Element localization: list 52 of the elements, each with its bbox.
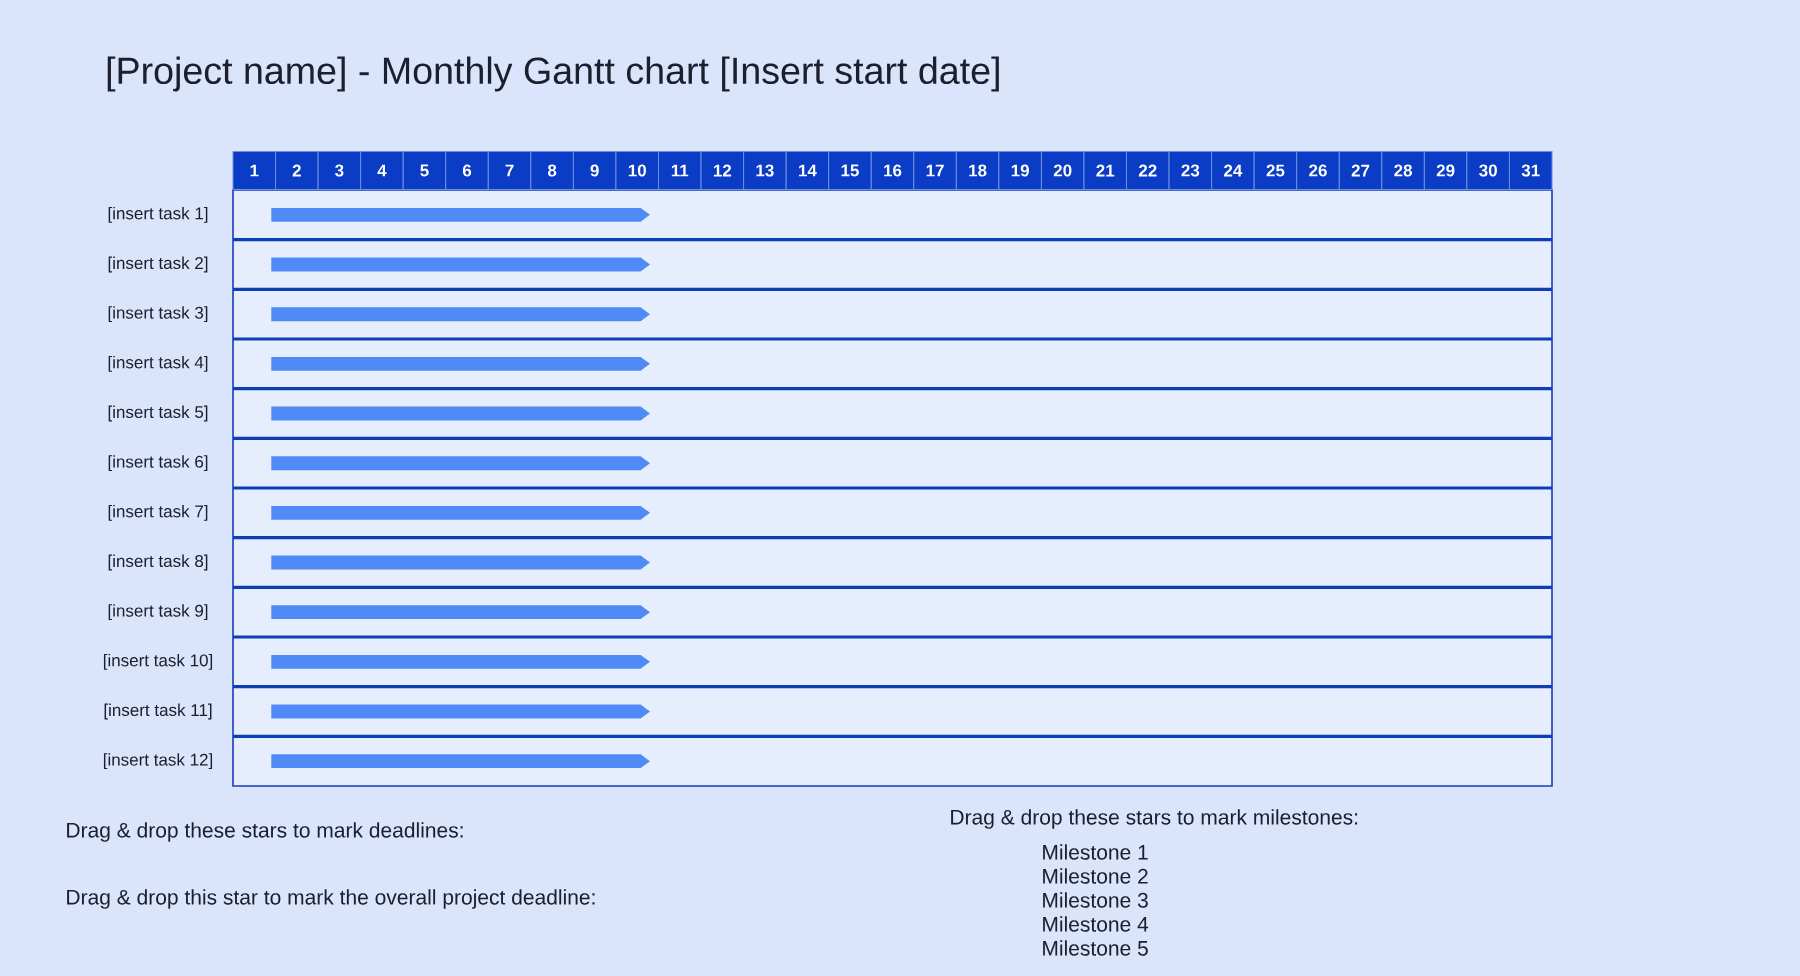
x-tick-label: 14 (799, 164, 817, 177)
x-tick-label: 8 (547, 164, 557, 177)
y-tick-label: [insert task 6] (108, 455, 208, 472)
x-tick-label: 29 (1436, 164, 1455, 177)
x-tick-label: 30 (1479, 164, 1497, 177)
x-tick-label: 22 (1138, 164, 1157, 177)
text: Drag & drop these stars to mark milestones: (951, 809, 1358, 829)
y-tick-label: [insert task 9] (108, 604, 208, 621)
x-tick-label: 12 (713, 164, 732, 177)
text: Drag & drop these stars to mark deadlines: (67, 822, 463, 842)
x-tick-label: 23 (1181, 164, 1200, 177)
x-tick-label: 16 (884, 164, 902, 177)
x-tick-label: 28 (1394, 164, 1413, 177)
y-tick-label: [insert task 12] (103, 753, 213, 770)
text: Milestone 5 (1043, 940, 1148, 956)
x-tick-label: 20 (1053, 164, 1072, 177)
y-tick-label: [insert task 4] (108, 355, 208, 372)
y-tick-label: [insert task 10] (103, 653, 213, 670)
x-tick-label: 7 (505, 164, 514, 177)
x-tick-label: 5 (420, 164, 429, 177)
x-tick-label: 27 (1351, 164, 1370, 177)
x-tick-label: 2 (292, 164, 301, 177)
x-tick-label: 26 (1309, 164, 1327, 177)
chart-title: [Project name] - Monthly Gantt chart [Insert start date] (107, 56, 999, 92)
x-tick-label: 24 (1224, 164, 1243, 177)
x-tick-label: 4 (377, 164, 387, 177)
x-tick-label: 19 (1011, 164, 1029, 177)
text: Milestone 3 (1043, 892, 1148, 908)
y-tick-label: [insert task 8] (108, 554, 208, 571)
x-tick-label: 21 (1096, 164, 1115, 177)
x-tick-label: 9 (590, 164, 599, 177)
x-tick-label: 25 (1266, 164, 1285, 177)
x-tick-label: 11 (671, 164, 689, 177)
y-tick-label: [insert task 11] (104, 703, 212, 720)
x-tick-label: 10 (628, 164, 646, 177)
text: Milestone 4 (1043, 916, 1149, 932)
x-tick-label: 15 (841, 164, 859, 177)
y-tick-label: [insert task 5] (108, 405, 208, 422)
y-tick-label: [insert task 3] (108, 306, 208, 323)
text: Milestone 1 (1043, 844, 1148, 860)
x-tick-label: 13 (756, 164, 774, 177)
y-tick-label: [insert task 1] (108, 206, 208, 223)
x-tick-label: 3 (335, 164, 344, 177)
x-tick-label: 1 (250, 164, 259, 177)
y-tick-label: [insert task 7] (108, 504, 208, 521)
y-tick-label: [insert task 2] (108, 256, 208, 273)
x-tick-label: 17 (926, 164, 944, 177)
x-tick-label: 18 (969, 164, 987, 177)
x-tick-label: 6 (462, 164, 472, 177)
text: Milestone 2 (1043, 868, 1148, 884)
x-tick-label: 31 (1521, 164, 1540, 177)
text: Drag & drop this star to mark the overall project deadline: (67, 889, 595, 909)
